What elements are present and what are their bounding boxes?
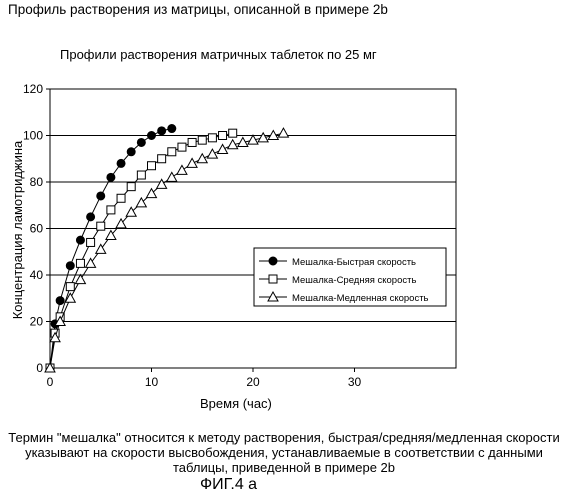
y-tick-label: 0 bbox=[36, 361, 43, 375]
legend-marker-fast bbox=[269, 257, 277, 265]
series-line-medium bbox=[50, 133, 233, 368]
data-point-medium bbox=[66, 283, 74, 291]
data-point-fast bbox=[107, 173, 115, 181]
x-tick-label: 0 bbox=[47, 375, 54, 389]
legend-marker-medium bbox=[269, 275, 277, 283]
data-point-fast bbox=[117, 159, 125, 167]
data-point-medium bbox=[76, 259, 84, 267]
data-point-fast bbox=[76, 236, 84, 244]
data-point-medium bbox=[97, 222, 105, 230]
y-tick-label: 120 bbox=[23, 82, 43, 96]
data-point-fast bbox=[87, 213, 95, 221]
data-point-slow bbox=[177, 165, 187, 174]
data-point-medium bbox=[107, 206, 115, 214]
data-point-slow bbox=[197, 154, 207, 163]
data-point-medium bbox=[137, 171, 145, 179]
data-point-medium bbox=[178, 143, 186, 151]
y-tick-label: 20 bbox=[30, 315, 44, 329]
data-point-medium bbox=[188, 138, 196, 146]
y-tick-label: 100 bbox=[23, 129, 43, 143]
data-point-medium bbox=[87, 238, 95, 246]
data-point-medium bbox=[229, 129, 237, 137]
data-point-slow bbox=[86, 258, 96, 267]
data-point-slow bbox=[207, 149, 217, 158]
data-point-fast bbox=[148, 132, 156, 140]
x-tick-label: 30 bbox=[348, 375, 362, 389]
data-point-fast bbox=[56, 297, 64, 305]
data-point-slow bbox=[96, 244, 106, 253]
data-point-slow bbox=[187, 158, 197, 167]
data-point-medium bbox=[158, 155, 166, 163]
data-point-slow bbox=[218, 144, 228, 153]
x-tick-label: 20 bbox=[246, 375, 260, 389]
data-point-medium bbox=[168, 148, 176, 156]
legend-label-medium: Мешалка-Средняя скорость bbox=[292, 275, 416, 286]
data-point-medium bbox=[127, 183, 135, 191]
data-point-fast bbox=[168, 125, 176, 133]
data-point-fast bbox=[97, 192, 105, 200]
y-tick-label: 40 bbox=[30, 268, 44, 282]
data-point-slow bbox=[157, 179, 167, 188]
figure-label: ФИГ.4 а bbox=[200, 476, 257, 494]
data-point-medium bbox=[208, 134, 216, 142]
data-point-fast bbox=[127, 148, 135, 156]
data-point-medium bbox=[198, 136, 206, 144]
data-point-slow bbox=[167, 172, 177, 181]
series-line-slow bbox=[50, 133, 283, 368]
y-axis-label: Концентрация ламотриджина bbox=[10, 140, 25, 319]
y-tick-label: 60 bbox=[30, 222, 44, 236]
data-point-slow bbox=[278, 128, 288, 137]
x-tick-label: 10 bbox=[145, 375, 159, 389]
data-point-fast bbox=[137, 138, 145, 146]
legend-label-slow: Мешалка-Медленная скорость bbox=[292, 293, 429, 304]
data-point-medium bbox=[117, 194, 125, 202]
data-point-medium bbox=[148, 162, 156, 170]
data-point-fast bbox=[158, 127, 166, 135]
figure-caption: Термин "мешалка" относится к методу раст… bbox=[6, 430, 562, 475]
data-point-slow bbox=[75, 275, 85, 284]
data-point-medium bbox=[219, 132, 227, 140]
data-point-fast bbox=[66, 262, 74, 270]
y-tick-label: 80 bbox=[30, 175, 44, 189]
x-axis-label: Время (час) bbox=[200, 396, 272, 411]
legend-label-fast: Мешалка-Быстрая скорость bbox=[292, 257, 416, 268]
